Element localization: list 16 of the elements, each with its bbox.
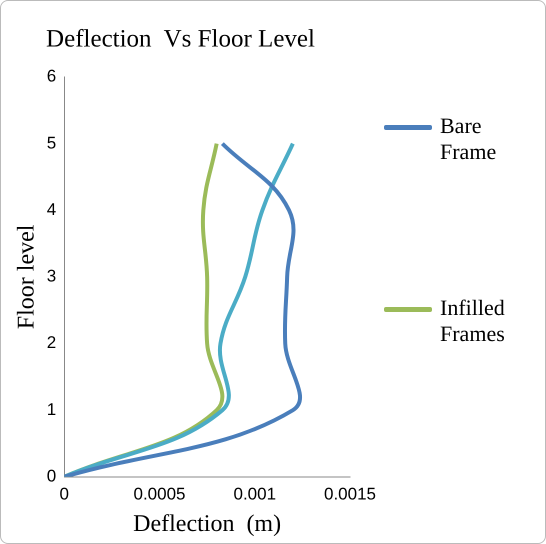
- x-tick-label: 0.0005: [134, 484, 186, 504]
- x-tick-label: 0.0015: [324, 484, 376, 504]
- y-axis-title: Floor level: [14, 224, 40, 330]
- legend-label: Infilled Frames: [440, 295, 506, 347]
- y-tick-label: 2: [46, 333, 56, 352]
- y-tick-label: 0: [46, 466, 56, 486]
- x-tick-label: 0: [60, 484, 69, 504]
- chart-title: Deflection Vs Floor Level: [46, 26, 316, 53]
- y-tick-label: 6: [46, 66, 56, 86]
- y-tick-label: 5: [46, 133, 56, 152]
- y-tick-label: 1: [46, 400, 56, 419]
- y-tick-label: 3: [46, 266, 56, 286]
- x-tick-label: 0.001: [233, 484, 276, 504]
- legend-label: Bare Frame: [440, 113, 498, 165]
- y-tick-label: 4: [46, 200, 56, 219]
- x-axis-title: Deflection (m): [133, 510, 282, 537]
